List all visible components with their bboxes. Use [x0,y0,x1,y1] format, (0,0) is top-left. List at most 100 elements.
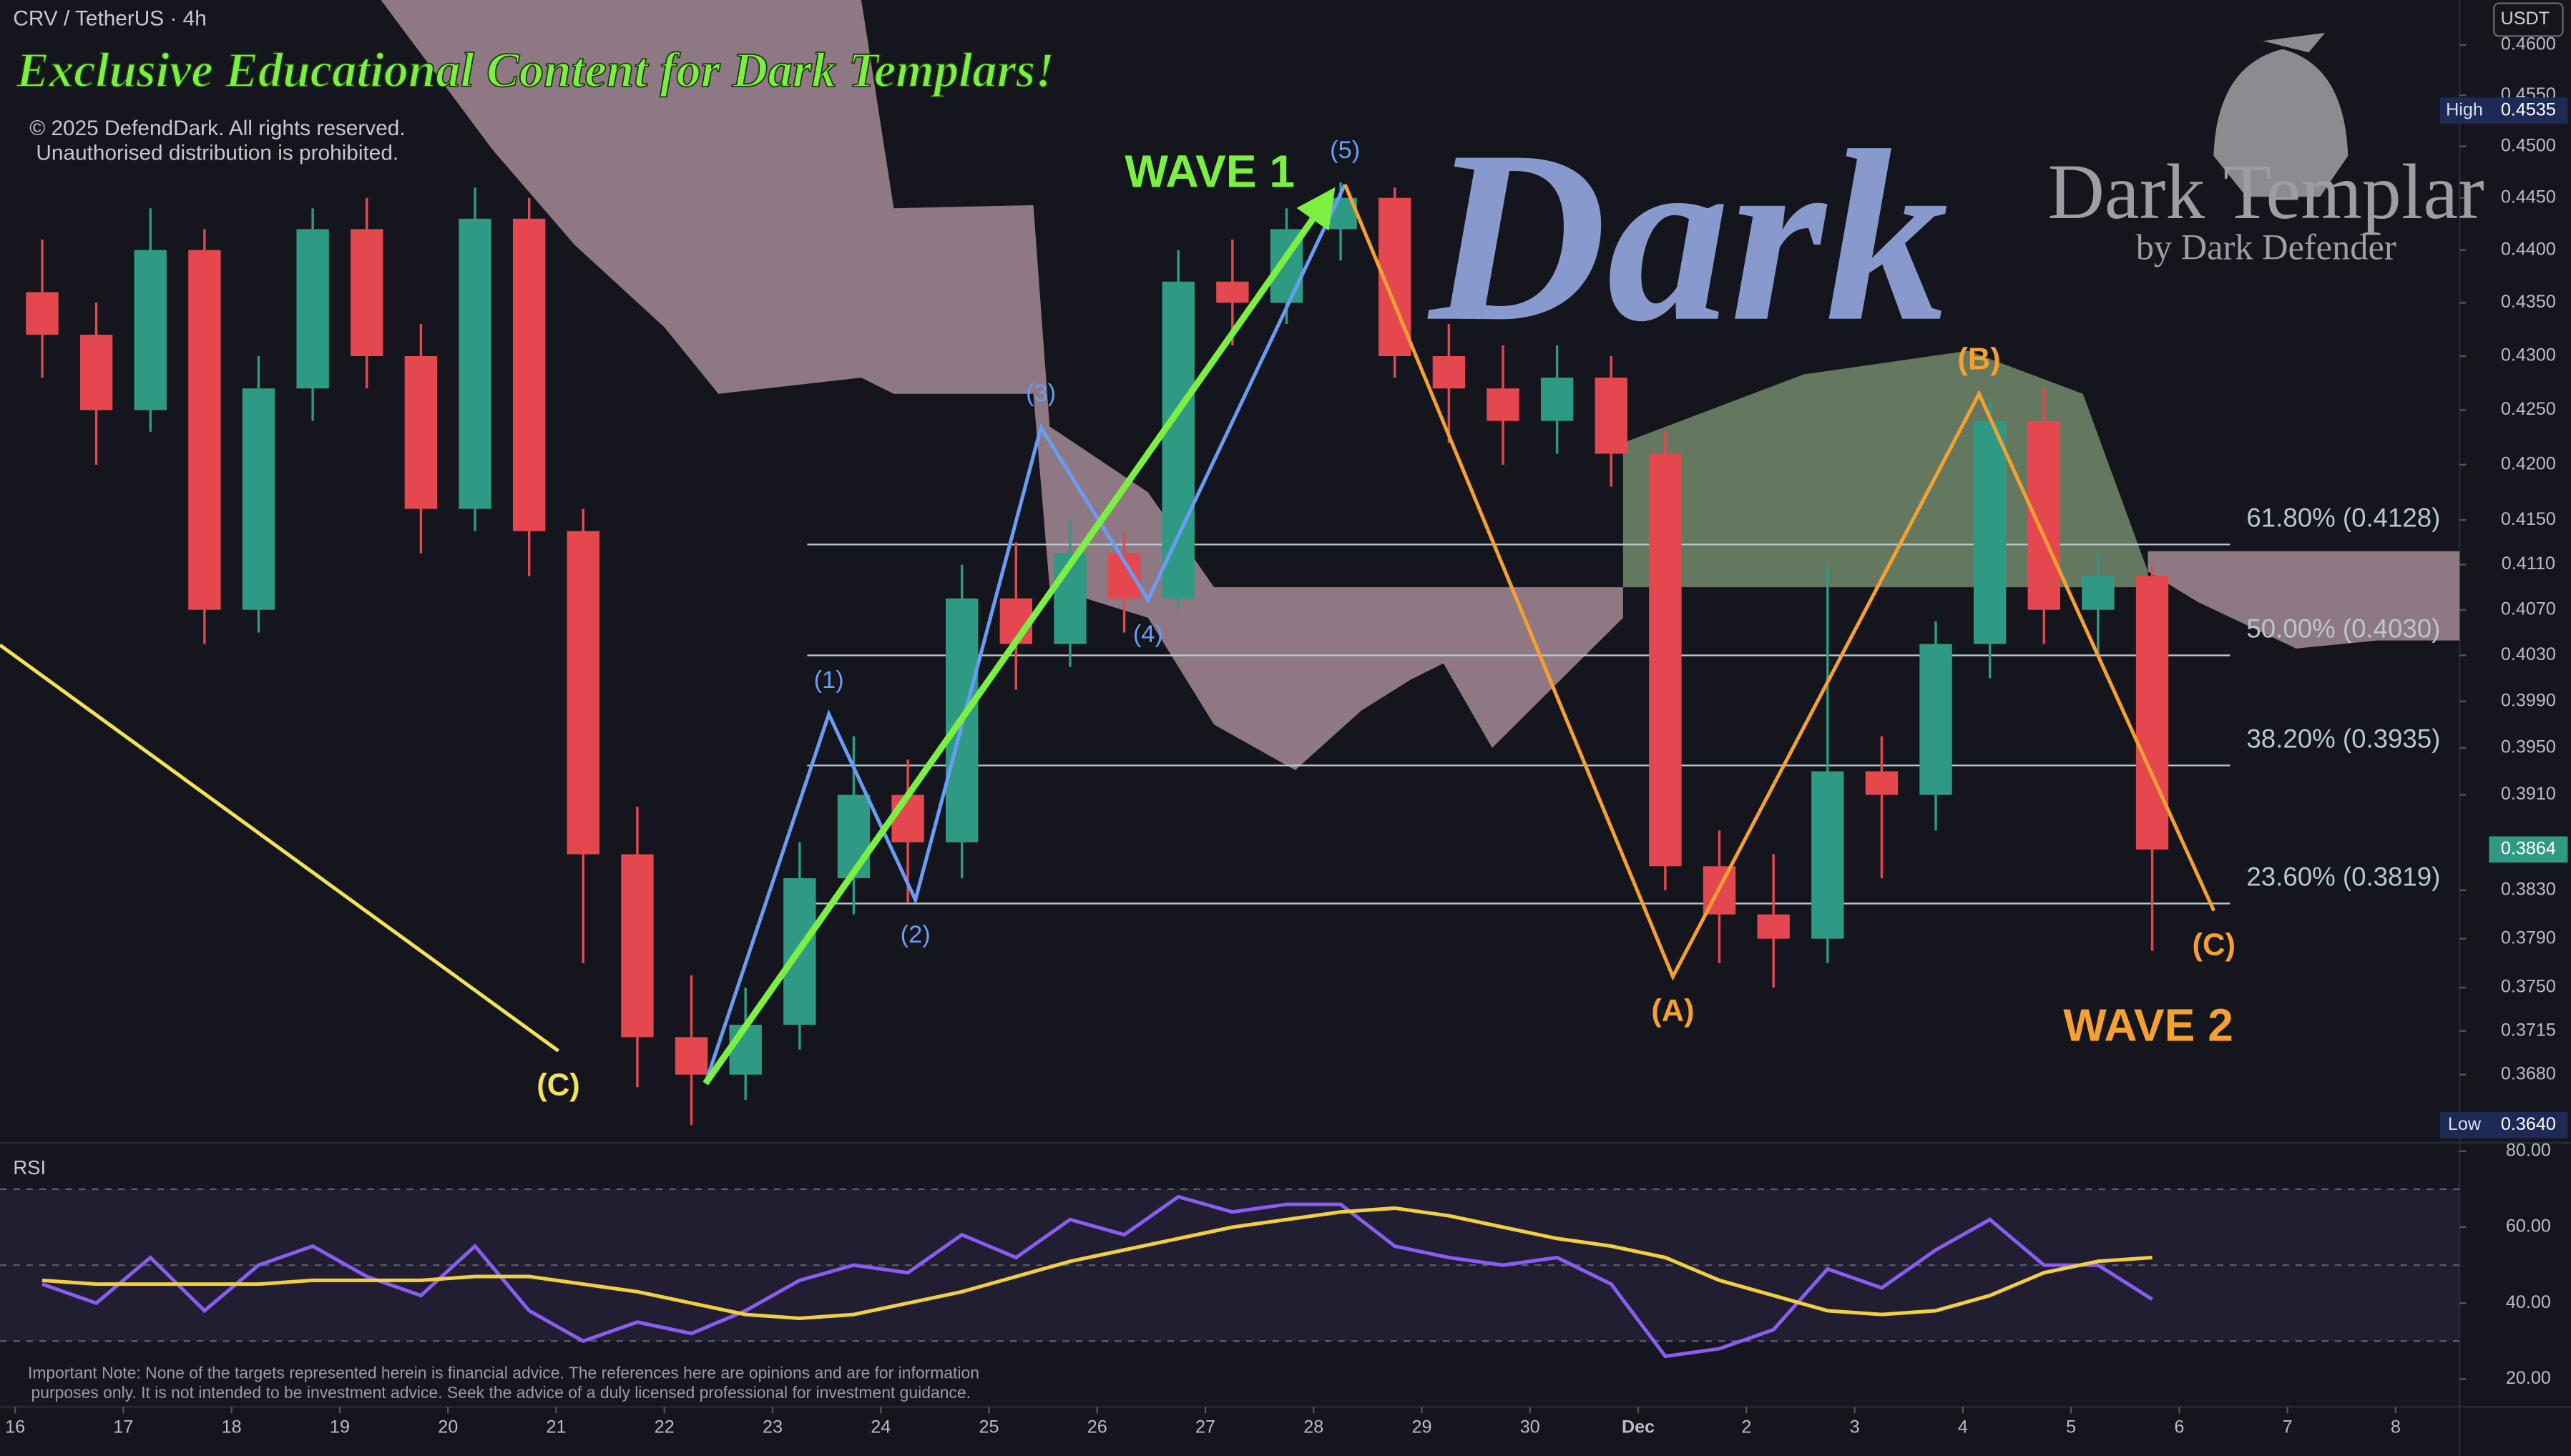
x-tick-label: 26 [1087,1417,1107,1437]
wave-point-label: (C) [537,1068,579,1102]
y-tick-label: 0.3750 [2501,977,2556,997]
candle-body [134,250,167,410]
x-tick-label: 28 [1303,1417,1323,1437]
x-tick-label: 20 [438,1417,458,1437]
candle-body [79,335,113,410]
y-tick-label: 40.00 [2506,1292,2551,1312]
wave-line [0,644,559,1053]
x-tick-label: 16 [5,1417,25,1437]
candle-body [459,218,491,509]
wave-point-label: (B) [1957,342,2000,376]
y-tick-label: 0.3830 [2501,880,2556,900]
last-price-label: 0.3864 [2501,839,2556,859]
candle-body [188,250,221,610]
y-tick-label: 0.4350 [2501,292,2556,312]
y-tick-label: 0.4300 [2501,345,2556,365]
y-tick-label: 0.3715 [2501,1020,2556,1040]
wave-title: WAVE 1 [1125,146,1295,197]
cloud [1622,350,2148,588]
x-tick-label: 30 [1520,1417,1540,1437]
candle-body [512,218,546,531]
wave-point-label: (3) [1026,380,1056,407]
y-tick-label: 0.4600 [2501,34,2556,54]
wave-line [1343,183,2216,981]
currency-label[interactable]: USDT [2501,9,2550,29]
candle-body [567,531,599,855]
x-tick-label: 29 [1412,1417,1432,1437]
logo-helmet [2213,32,2349,197]
candle-body [404,355,438,509]
candle-body [296,229,329,389]
wave-line [703,183,1347,1084]
y-tick-label: 0.4030 [2501,644,2556,664]
x-tick-label: 24 [871,1417,891,1437]
wave-point-label: (5) [1330,137,1360,164]
wave-point-label: (2) [901,921,931,948]
candle-body [1216,281,1249,303]
rsi-line [41,1194,2153,1359]
candle-body [837,795,871,879]
symbol-title: CRV / TetherUS · 4h [13,6,206,30]
x-tick-label: 5 [2066,1417,2076,1437]
watermark: Dark [1426,101,1949,373]
candle-body [1919,644,1952,795]
copyright: © 2025 DefendDark. All rights reserved. [29,117,405,140]
candle-body [2082,576,2115,610]
y-tick-label: 0.4110 [2502,554,2555,574]
y-tick-label: 0.3790 [2501,928,2556,948]
x-tick-label: 19 [330,1417,350,1437]
wave-line [702,187,1336,1086]
x-tick-label: 7 [2283,1417,2293,1437]
candle-body [1757,914,1790,939]
fib-label: 38.20% (0.3935) [2246,724,2440,754]
candle-body [1865,771,1899,795]
candle-body [1649,453,1682,867]
banner: Exclusive Educational Content for Dark T… [16,43,1054,97]
x-tick-label: 23 [763,1417,783,1437]
fib-label: 61.80% (0.4128) [2246,503,2440,533]
wave-point-label: (C) [2193,928,2235,963]
rsi-title: RSI [13,1156,46,1179]
candle-body [1595,378,1627,454]
y-tick-label: 0.3910 [2501,784,2556,804]
last-price-box [2489,836,2568,863]
cloud [381,0,1623,770]
wave-point-label: (4) [1133,621,1163,648]
candle-body [1487,388,1519,421]
y-tick-label: 0.4250 [2501,399,2556,419]
candle-body [1540,378,1574,421]
candle-body [351,229,383,356]
candle-body [1432,355,1466,389]
y-tick-label: 0.4450 [2501,187,2556,207]
x-tick-label: 25 [979,1417,999,1437]
x-tick-label: 6 [2174,1417,2184,1437]
price-marker [2439,97,2568,124]
y-tick-label: 0.4070 [2501,599,2556,619]
candle-body [891,795,924,842]
cloud [2148,551,2460,649]
logo-title: Dark Templar [2048,148,2484,235]
currency-button[interactable] [2493,2,2564,37]
y-tick-label: 0.3990 [2501,690,2556,710]
candle-body [729,1024,762,1075]
y-tick-label: 80.00 [2506,1140,2551,1160]
wave-point-label: (1) [814,666,844,694]
price-marker-name: Low [2448,1114,2482,1134]
price-marker-value: 0.4535 [2501,99,2556,119]
y-tick-label: 0.4150 [2501,509,2556,529]
rsi-line [41,1206,2153,1320]
wave-title: WAVE 2 [2063,1000,2233,1051]
candle-body [1162,281,1195,599]
y-tick-label: 0.4400 [2501,239,2556,259]
x-tick-label: 2 [1741,1417,1751,1437]
x-tick-label: 17 [113,1417,133,1437]
logo-subtitle: by Dark Defender [2136,227,2396,267]
x-tick-label: Dec [1622,1417,1655,1437]
y-tick-label: 60.00 [2506,1216,2551,1236]
y-tick-label: 0.3680 [2501,1063,2556,1083]
y-tick-label: 20.00 [2506,1368,2551,1388]
fib-label: 50.00% (0.4030) [2246,614,2440,644]
price-marker [2439,1111,2568,1138]
